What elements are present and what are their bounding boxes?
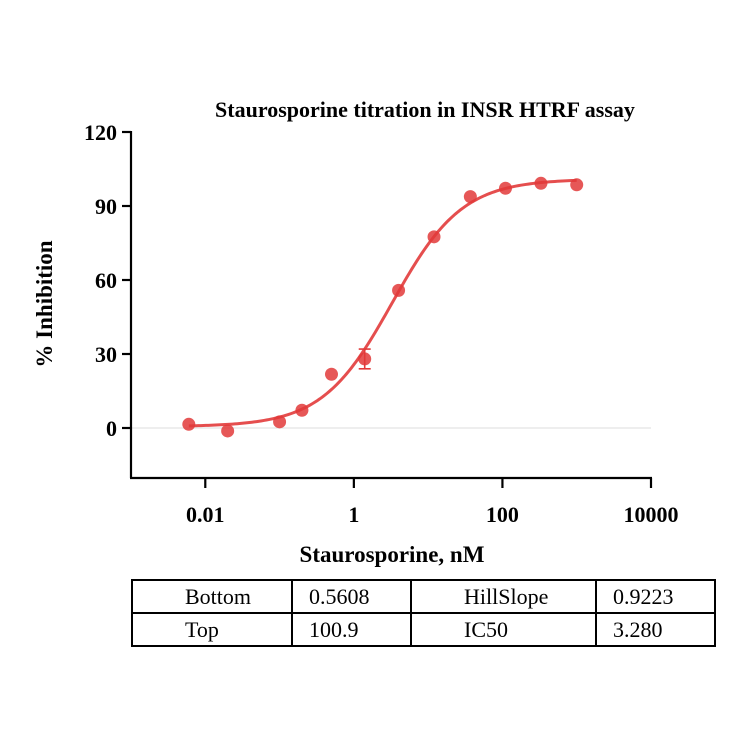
data-point xyxy=(358,352,372,366)
data-point xyxy=(427,230,441,244)
x-axis-ticks: 0.01 1 100 10000 xyxy=(186,478,679,527)
x-tick-label: 1 xyxy=(348,502,359,527)
y-tick-label: 0 xyxy=(106,416,117,441)
x-tick-label: 100 xyxy=(486,502,519,527)
param-name-cell: IC50 xyxy=(410,612,597,647)
param-name-cell: HillSlope xyxy=(410,579,597,614)
y-tick-label: 30 xyxy=(95,342,117,367)
param-name-cell: Top xyxy=(131,612,293,647)
fit-curve xyxy=(188,178,577,428)
data-point xyxy=(534,176,548,190)
data-point xyxy=(182,417,196,431)
x-axis-label: Staurosporine, nM xyxy=(300,542,485,567)
param-value-cell: 3.280 xyxy=(595,612,716,647)
table-row: Bottom 0.5608 HillSlope 0.9223 xyxy=(131,579,716,614)
x-tick-label: 0.01 xyxy=(186,502,225,527)
y-tick-label: 120 xyxy=(84,120,117,145)
param-value-cell: 0.5608 xyxy=(291,579,412,614)
data-point xyxy=(499,181,513,195)
chart-title: Staurosporine titration in INSR HTRF ass… xyxy=(215,97,635,122)
y-tick-label: 90 xyxy=(95,194,117,219)
table-row: Top 100.9 IC50 3.280 xyxy=(131,612,716,647)
y-tick-label: 60 xyxy=(95,268,117,293)
data-point xyxy=(324,367,338,381)
param-name-cell: Bottom xyxy=(131,579,293,614)
fit-parameters-table: Bottom 0.5608 HillSlope 0.9223 Top 100.9… xyxy=(131,579,716,647)
y-axis-ticks: 0 30 60 90 120 xyxy=(84,120,131,441)
data-point xyxy=(463,190,477,204)
data-point xyxy=(295,403,309,417)
param-value-cell: 100.9 xyxy=(291,612,412,647)
data-point xyxy=(570,178,584,192)
data-point xyxy=(392,283,406,297)
data-point xyxy=(273,415,287,429)
data-point xyxy=(221,424,235,438)
y-axis-label: % Inhibition xyxy=(32,240,57,367)
x-tick-label: 10000 xyxy=(624,502,679,527)
param-value-cell: 0.9223 xyxy=(595,579,716,614)
fit-curve-layer xyxy=(188,178,577,428)
data-points-layer xyxy=(182,176,584,438)
